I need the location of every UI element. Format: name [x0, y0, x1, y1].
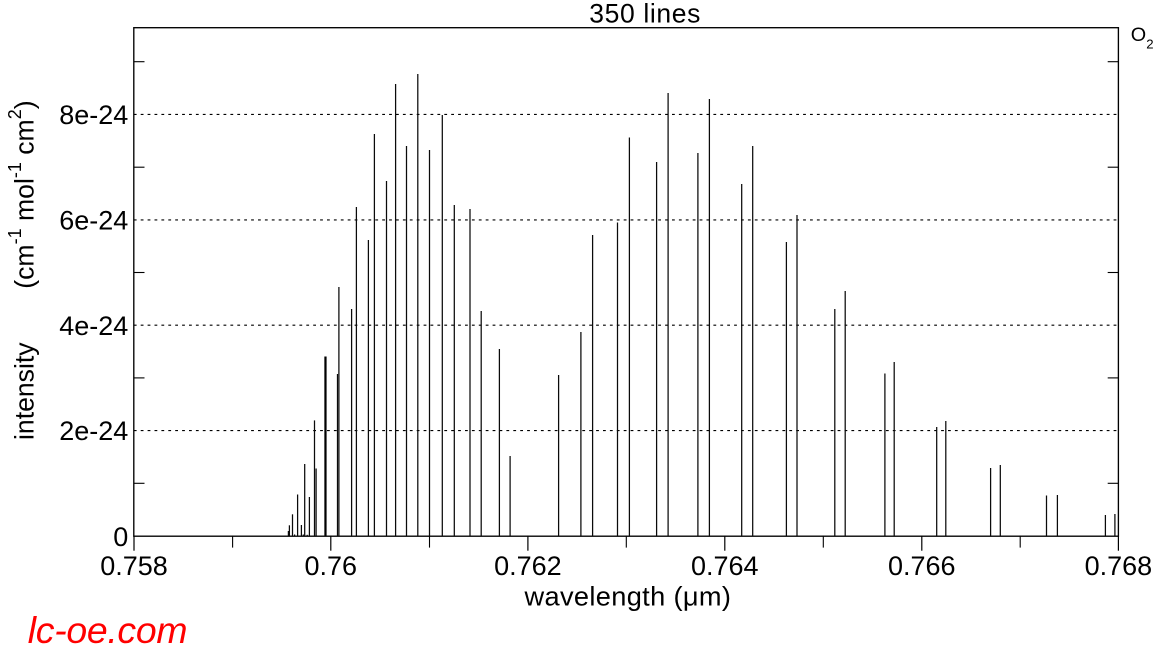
svg-text:350 lines: 350 lines: [589, 0, 701, 28]
svg-text:0.766: 0.766: [888, 551, 956, 581]
svg-text:wavelength (μm): wavelength (μm): [524, 580, 732, 611]
svg-text:lc-oe.com: lc-oe.com: [28, 609, 187, 651]
svg-text:6e-24: 6e-24: [59, 206, 128, 236]
svg-text:0.758: 0.758: [100, 551, 168, 581]
svg-text:0.764: 0.764: [691, 551, 759, 581]
svg-text:0.768: 0.768: [1085, 551, 1153, 581]
svg-text:8e-24: 8e-24: [59, 100, 128, 130]
svg-text:intensity (cm-1 mol-1 cm: intensity (cm-1 mol-1 cm2): [5, 100, 39, 440]
svg-text:0: 0: [113, 522, 128, 552]
svg-text:4e-24: 4e-24: [59, 311, 128, 341]
svg-text:0.76: 0.76: [305, 551, 358, 581]
svg-text:0.762: 0.762: [494, 551, 562, 581]
svg-text:2e-24: 2e-24: [59, 416, 128, 446]
svg-text:O2: O2: [1131, 24, 1154, 52]
